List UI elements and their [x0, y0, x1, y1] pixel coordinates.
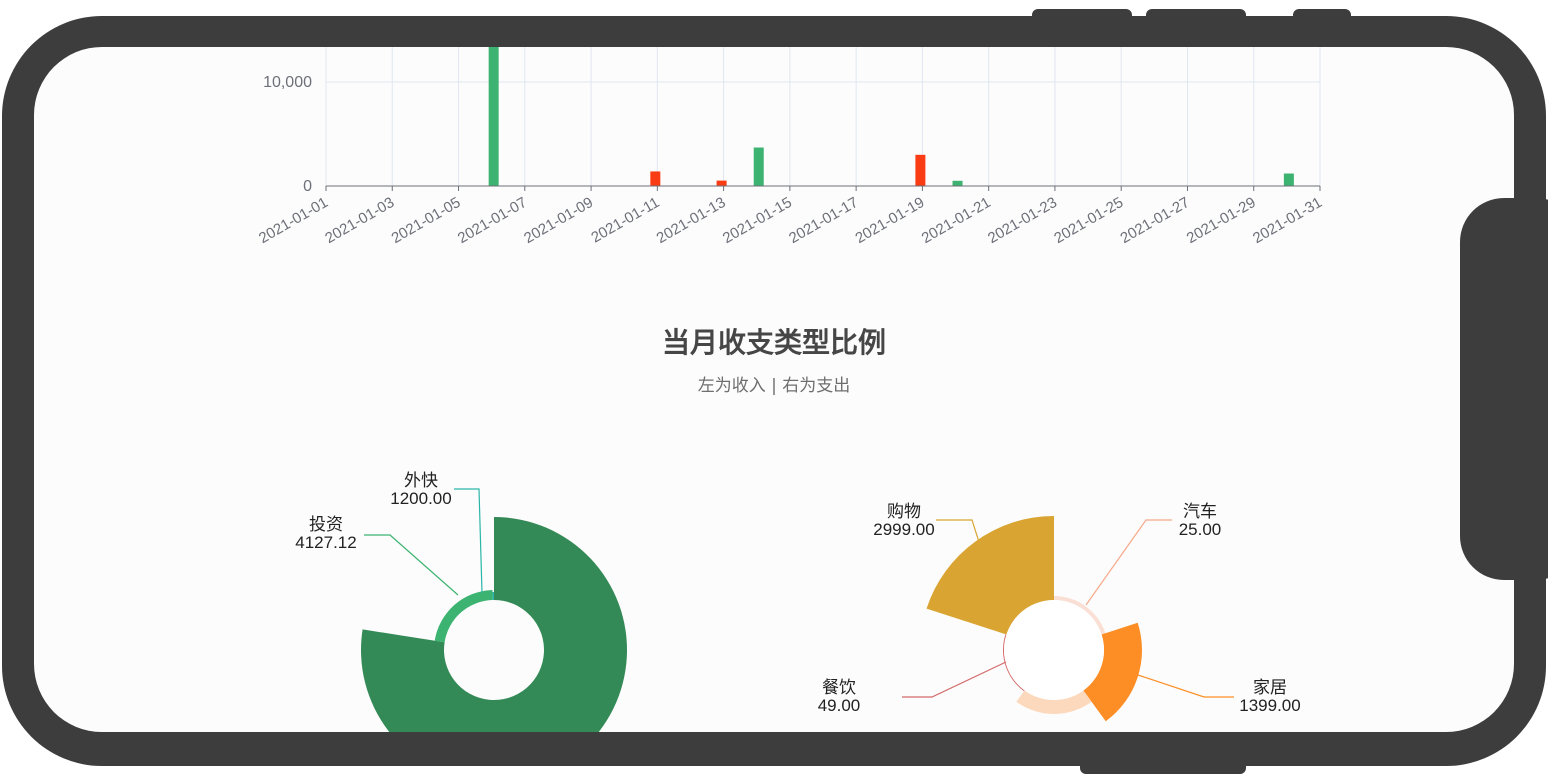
label-car-name: 汽车: [1183, 502, 1217, 521]
leader-line-car: [1085, 519, 1172, 606]
slice-investment: [361, 517, 627, 732]
slice-home: [1083, 622, 1142, 722]
silent-switch: [1293, 9, 1351, 23]
slice-food: [1002, 634, 1025, 692]
volume-up-button: [1032, 9, 1132, 23]
label-food-name: 餐饮: [822, 678, 856, 697]
label-investment-name: 投资: [309, 515, 343, 534]
daily-bar-chart: 2021-01-012021-01-032021-01-052021-01-07…: [256, 47, 1325, 247]
volume-down-button: [1146, 9, 1246, 23]
y-tick-label: 0: [303, 178, 312, 195]
pie-section-subtitle: 左为收入 | 右为支出: [697, 376, 851, 396]
label-home-name: 家居: [1253, 678, 1287, 697]
label-investment-value: 4127.12: [295, 533, 356, 552]
power-button: [1080, 760, 1246, 774]
label-side-income-value: 1200.00: [390, 489, 451, 508]
y-tick-label: 10,000: [263, 74, 312, 91]
slice-side-income-edge: [492, 592, 494, 601]
leader-line-food: [902, 661, 1007, 698]
slice-food-light: [1016, 690, 1092, 715]
leader-line-side-income: [454, 488, 483, 594]
sensor-housing: [1460, 198, 1548, 580]
pie-section-title: 当月收支类型比例: [661, 326, 886, 359]
slice-side-income: [434, 590, 493, 643]
slice-shopping: [926, 516, 1054, 635]
label-shopping-value: 2999.00: [873, 520, 934, 539]
bar: [650, 171, 661, 186]
label-shopping-name: 购物: [887, 502, 921, 521]
donut-hole: [1004, 600, 1104, 700]
label-side-income-name: 外快: [404, 471, 438, 490]
slice-car: [1054, 596, 1106, 635]
label-car-value: 25.00: [1179, 520, 1222, 539]
label-home-value: 1399.00: [1239, 696, 1300, 715]
leader-line-investment: [364, 534, 459, 596]
bar: [1283, 173, 1294, 186]
bar: [716, 180, 727, 186]
bar: [915, 154, 926, 186]
leader-line-shopping: [936, 519, 1005, 622]
bar: [488, 47, 499, 187]
bar: [753, 147, 764, 186]
bar: [952, 180, 963, 186]
app-screen: 2021-01-01 2021-01-03 2021-01-05 2021-01-07…: [34, 47, 1514, 732]
leader-line-home: [1137, 674, 1234, 698]
label-food-value: 49.00: [818, 696, 861, 715]
